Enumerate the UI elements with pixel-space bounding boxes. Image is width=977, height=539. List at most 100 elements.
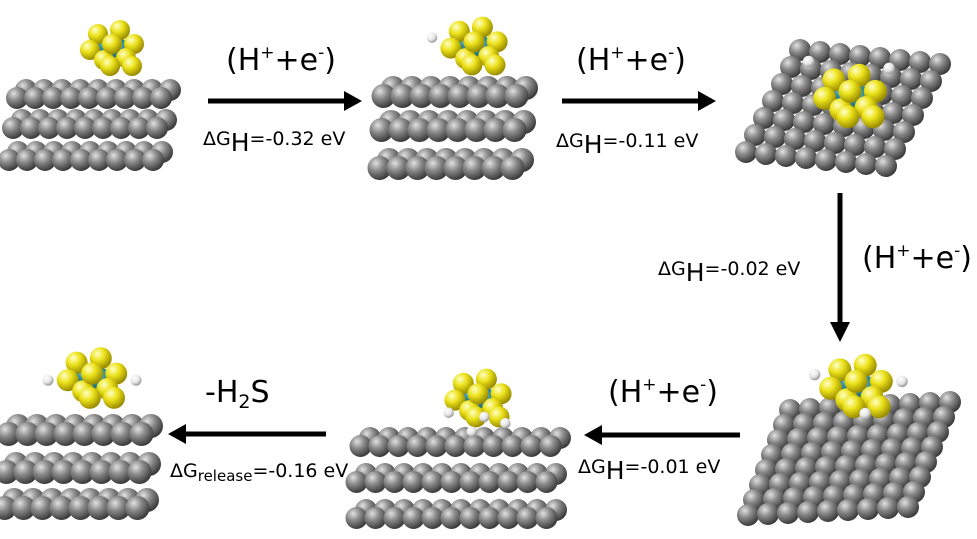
sulfur-atom	[465, 406, 487, 428]
sulfur-atom	[56, 369, 79, 392]
carbon-atom	[920, 70, 942, 92]
carbon-atom	[88, 149, 110, 171]
carbon-atom	[771, 73, 793, 95]
carbon-atom	[762, 90, 784, 112]
arrow-step-1-head	[344, 91, 362, 111]
hydrogen-atom	[466, 426, 477, 437]
carbon-atom	[497, 507, 520, 529]
carbon-atom	[520, 435, 543, 457]
carbon-atom	[13, 460, 38, 484]
carbon-atom	[889, 49, 911, 71]
carbon-atom	[421, 507, 444, 529]
carbon-atom	[481, 156, 506, 180]
carbon-atom	[383, 507, 406, 529]
step-3-reactant: (H++e-)	[862, 241, 972, 276]
carbon-atom	[829, 43, 851, 65]
carbon-atom	[501, 435, 524, 457]
hydrogen-atom	[443, 407, 454, 418]
carbon-atom	[345, 507, 368, 529]
hydrogen-atom	[426, 32, 438, 43]
cluster-3	[802, 55, 895, 129]
substrate-1	[0, 79, 181, 171]
carbon-atom	[804, 130, 826, 152]
carbon-atom	[824, 132, 846, 154]
carbon-atom	[755, 143, 777, 165]
carbon-atom	[390, 84, 415, 108]
carbon-atom	[124, 149, 146, 171]
carbon-atom	[535, 507, 558, 529]
carbon-atom	[737, 504, 759, 526]
carbon-atom	[482, 435, 505, 457]
hydrogen-atom	[479, 411, 490, 423]
sulfur-atom	[819, 376, 843, 400]
carbon-atom	[893, 121, 915, 143]
carbon-atom	[900, 68, 922, 90]
step-2-reactant: (H++e-)	[576, 43, 686, 78]
carbon-atom	[56, 117, 78, 139]
carbon-atom	[16, 149, 38, 171]
cluster-5	[443, 368, 512, 437]
carbon-atom	[20, 117, 42, 139]
cluster-4	[808, 353, 908, 420]
carbon-atom	[32, 460, 57, 484]
hydrogen-atom	[500, 417, 511, 429]
carbon-atom	[15, 422, 40, 446]
release-product: -H2S	[205, 375, 270, 413]
sulfur-atom	[100, 56, 120, 76]
hydrogen-atom	[859, 407, 871, 420]
carbon-atom	[817, 500, 839, 522]
carbon-atom	[891, 85, 913, 107]
sulfur-atom	[484, 54, 506, 76]
carbon-atom	[478, 471, 501, 493]
sulfur-atom	[88, 24, 108, 44]
carbon-atom	[146, 117, 168, 139]
carbon-atom	[91, 422, 116, 446]
carbon-atom	[2, 117, 24, 139]
carbon-atom	[34, 422, 59, 446]
sulfur-atom	[80, 40, 100, 60]
carbon-atom	[426, 118, 451, 142]
carbon-atom	[909, 51, 931, 73]
substrate-4	[737, 391, 961, 526]
carbon-atom	[844, 134, 866, 156]
carbon-atom	[349, 435, 372, 457]
carbon-atom	[383, 471, 406, 493]
carbon-atom	[367, 156, 392, 180]
carbon-atom	[70, 149, 92, 171]
carbon-atom	[407, 118, 432, 142]
carbon-atom	[0, 460, 19, 484]
carbon-atom	[106, 496, 131, 520]
sulfur-atom	[461, 54, 483, 76]
carbon-atom	[129, 422, 154, 446]
carbon-atom	[485, 84, 510, 108]
carbon-atom	[462, 156, 487, 180]
carbon-atom	[535, 471, 558, 493]
carbon-atom	[49, 496, 74, 520]
carbon-atom	[793, 111, 815, 133]
sulfur-atom	[440, 37, 462, 59]
carbon-atom	[791, 75, 813, 97]
carbon-atom	[835, 151, 857, 173]
carbon-atom	[459, 471, 482, 493]
carbon-atom	[132, 87, 154, 109]
carbon-atom	[371, 84, 396, 108]
carbon-atom	[51, 460, 76, 484]
substrate-5	[345, 427, 571, 529]
carbon-atom	[875, 155, 897, 177]
carbon-atom	[92, 117, 114, 139]
step-4-free-energy: ΔGH=-0.01 eV	[578, 456, 721, 485]
hydrogen-atom	[883, 62, 895, 75]
sulfur-atom	[467, 383, 489, 405]
carbon-atom	[89, 460, 114, 484]
sulfur-atom	[813, 86, 837, 110]
release-free-energy: ΔGrelease=-0.16 eV	[170, 460, 349, 485]
carbon-atom	[425, 435, 448, 457]
hydrogen-atom	[130, 374, 142, 386]
carbon-atom	[483, 118, 508, 142]
carbon-atom	[857, 498, 879, 520]
carbon-atom	[6, 87, 28, 109]
carbon-atom	[445, 118, 470, 142]
carbon-atom	[428, 84, 453, 108]
carbon-atom	[897, 496, 919, 518]
carbon-atom	[813, 113, 835, 135]
